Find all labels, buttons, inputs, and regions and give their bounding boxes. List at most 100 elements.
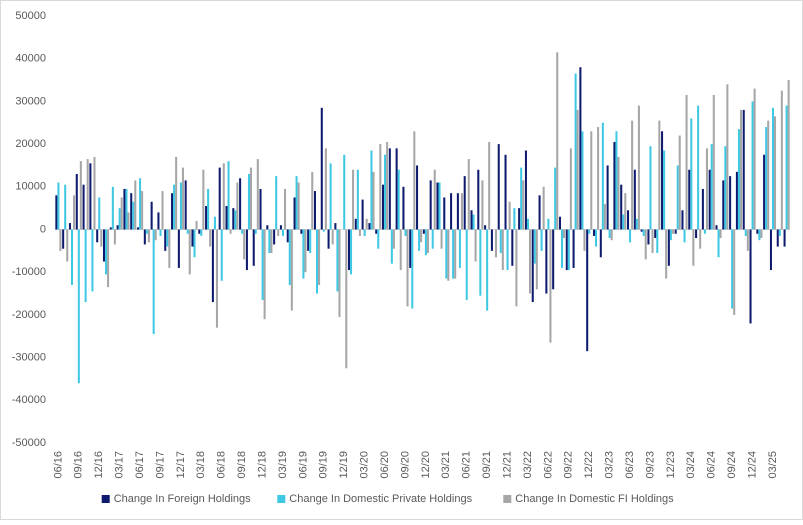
bar: [733, 229, 736, 315]
bar: [111, 186, 114, 230]
bar: [511, 229, 514, 266]
bar: [261, 229, 264, 300]
x-tick-label: 12/17: [175, 451, 187, 479]
bar: [297, 182, 300, 230]
x-tick-label: 09/22: [563, 451, 575, 479]
bar: [558, 216, 561, 230]
bar: [418, 229, 421, 251]
bar: [710, 144, 713, 230]
bar: [150, 201, 153, 230]
bar: [225, 206, 228, 230]
bar: [685, 94, 688, 230]
bar: [406, 229, 409, 307]
bar: [266, 225, 269, 230]
bar: [535, 229, 538, 290]
bar: [780, 90, 783, 230]
bar: [678, 135, 681, 230]
bar: [506, 229, 509, 271]
x-tick-label: 09/18: [236, 451, 248, 479]
bar: [610, 229, 613, 241]
bar: [263, 229, 266, 320]
bar: [416, 165, 419, 230]
bar: [284, 188, 287, 230]
bar: [531, 229, 534, 303]
bar: [436, 182, 439, 230]
bar: [134, 180, 137, 230]
bar: [472, 214, 475, 230]
bar: [651, 229, 654, 253]
bar: [386, 141, 389, 230]
bar: [300, 229, 303, 234]
bar: [302, 229, 305, 279]
x-tick-label: 06/16: [52, 451, 64, 479]
bar: [168, 229, 171, 268]
bar: [209, 229, 212, 247]
bar: [642, 229, 645, 236]
x-tick-label: 06/23: [624, 451, 636, 479]
bar: [164, 229, 167, 251]
bar: [334, 223, 337, 230]
bar: [315, 229, 319, 294]
bar: [234, 210, 237, 230]
bar: [633, 169, 636, 230]
bar: [247, 173, 250, 230]
bar: [89, 163, 92, 230]
bar: [701, 188, 704, 230]
bar: [161, 191, 164, 230]
x-tick-label: 06/21: [461, 451, 473, 479]
bar: [440, 229, 443, 249]
bar: [96, 229, 99, 243]
bar: [98, 197, 101, 230]
x-tick-label: 12/18: [256, 451, 268, 479]
bar: [79, 161, 82, 230]
bar: [154, 229, 157, 241]
bar: [467, 159, 470, 230]
bar: [145, 229, 148, 234]
bar: [120, 197, 123, 230]
bar: [499, 229, 502, 253]
bar: [739, 109, 743, 230]
bar: [606, 165, 609, 230]
bar: [270, 229, 273, 253]
bar: [717, 229, 720, 258]
bar: [55, 195, 58, 230]
legend-swatch: [277, 495, 286, 503]
bar: [309, 229, 312, 253]
x-tick-label: 03/20: [359, 451, 371, 479]
bar: [617, 156, 620, 230]
bar: [756, 229, 759, 234]
bar: [424, 229, 427, 256]
bar: [515, 229, 518, 307]
bar: [177, 229, 180, 268]
bar: [402, 186, 405, 230]
bar: [549, 229, 552, 343]
bar: [695, 229, 698, 239]
bar: [438, 182, 441, 230]
bar: [207, 188, 210, 230]
bar: [552, 229, 555, 290]
bar: [100, 229, 103, 247]
bar: [392, 229, 395, 249]
bar: [501, 229, 504, 271]
bar: [388, 148, 391, 230]
bar: [107, 229, 110, 288]
bar: [676, 165, 679, 230]
x-tick-label: 09/19: [318, 451, 330, 479]
bar: [490, 229, 493, 251]
bar: [565, 229, 568, 271]
bar: [708, 169, 711, 230]
bar: [368, 223, 371, 230]
bar: [213, 216, 216, 230]
y-tick-label: -40000: [12, 394, 46, 406]
bar: [166, 229, 169, 247]
legend-swatch: [101, 495, 110, 503]
bar: [426, 229, 429, 253]
x-tick-label: 03/24: [685, 451, 697, 479]
bar: [293, 197, 296, 230]
bar: [567, 229, 570, 271]
bar: [102, 229, 106, 262]
bar: [198, 229, 201, 234]
bar: [73, 195, 76, 230]
bar: [137, 227, 140, 230]
bar: [540, 229, 543, 251]
